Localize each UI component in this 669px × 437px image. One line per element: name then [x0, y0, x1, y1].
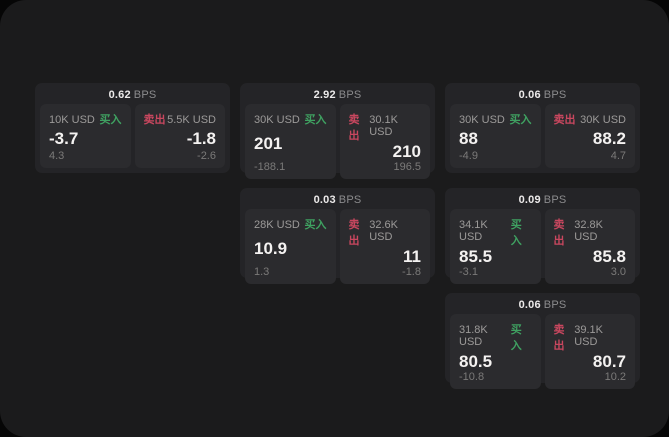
buy-amount: 31.8K USD: [459, 324, 488, 348]
sell-quote-tile[interactable]: 卖出 32.8K USD 85.8 3.0: [544, 209, 635, 284]
quote-card: 0.06 BPS 30K USD 买入 88 -4.9 卖出 30K USD: [445, 83, 640, 173]
bps-value: 0.09: [518, 194, 541, 206]
buy-change: -4.9: [459, 150, 478, 162]
bps-value: 0.06: [518, 299, 541, 311]
buy-label: 买入: [304, 219, 327, 231]
bps-header: 0.03 BPS: [245, 192, 430, 209]
sell-price: 11: [403, 247, 421, 266]
bps-unit-label: BPS: [543, 89, 567, 101]
buy-quote-tile[interactable]: 30K USD 买入 88 -4.9: [450, 104, 541, 168]
sell-amount: 39.1K USD: [574, 324, 603, 348]
buy-change: -10.8: [459, 371, 485, 383]
sell-label: 卖出: [553, 219, 565, 247]
buy-price: 85.5: [459, 247, 493, 266]
sell-change: 3.0: [610, 266, 626, 278]
buy-price: -3.7: [49, 128, 79, 148]
sell-label: 卖出: [348, 114, 360, 142]
sell-quote-tile[interactable]: 卖出 32.6K USD 11 -1.8: [339, 209, 430, 284]
sell-amount: 30K USD: [580, 114, 626, 126]
buy-change: 1.3: [254, 266, 270, 278]
sell-amount: 32.6K USD: [369, 219, 398, 243]
sell-quote-tile[interactable]: 卖出 30.1K USD 210 196.5: [339, 104, 430, 179]
buy-quote-tile[interactable]: 28K USD 买入 10.9 1.3: [245, 209, 336, 284]
sell-label: 卖出: [553, 324, 565, 352]
buy-price: 80.5: [459, 352, 493, 371]
buy-amount: 34.1K USD: [459, 219, 488, 243]
buy-amount: 28K USD: [254, 219, 300, 231]
buy-price: 88: [459, 128, 478, 148]
buy-label: 买入: [99, 114, 122, 126]
bps-header: 2.92 BPS: [245, 87, 430, 104]
bps-header: 0.62 BPS: [40, 87, 225, 104]
buy-quote-tile[interactable]: 34.1K USD 买入 85.5 -3.1: [450, 209, 541, 284]
sell-quote-tile[interactable]: 卖出 39.1K USD 80.7 10.2: [544, 314, 635, 389]
sell-change: 196.5: [393, 161, 421, 173]
bps-value: 2.92: [313, 89, 336, 101]
sell-label: 卖出: [143, 114, 166, 126]
sell-label: 卖出: [348, 219, 360, 247]
sell-quote-tile[interactable]: 卖出 5.5K USD -1.8 -2.6: [134, 104, 225, 168]
buy-quote-tile[interactable]: 31.8K USD 买入 80.5 -10.8: [450, 314, 541, 389]
buy-label: 买入: [510, 219, 522, 247]
buy-change: -3.1: [459, 266, 478, 278]
sell-price: 80.7: [592, 352, 626, 371]
bps-header: 0.06 BPS: [450, 297, 635, 314]
bps-header: 0.06 BPS: [450, 87, 635, 104]
sell-change: 10.2: [604, 371, 626, 383]
quote-cards-grid: 0.62 BPS 10K USD 买入 -3.7 4.3 卖出 5.5K USD: [35, 83, 640, 389]
bps-unit-label: BPS: [133, 89, 157, 101]
buy-amount: 10K USD: [49, 114, 95, 126]
bps-unit-label: BPS: [543, 194, 567, 206]
buy-label: 买入: [304, 114, 327, 126]
bps-unit-label: BPS: [543, 299, 567, 311]
bps-header: 0.09 BPS: [450, 192, 635, 209]
buy-label: 买入: [510, 324, 522, 352]
quote-card: 0.62 BPS 10K USD 买入 -3.7 4.3 卖出 5.5K USD: [35, 83, 230, 173]
buy-label: 买入: [509, 114, 532, 126]
bps-value: 0.06: [518, 89, 541, 101]
sell-label: 卖出: [553, 114, 576, 126]
sell-amount: 5.5K USD: [167, 114, 216, 126]
buy-amount: 30K USD: [254, 114, 300, 126]
bps-unit-label: BPS: [338, 89, 362, 101]
sell-price: 88.2: [592, 128, 626, 148]
sell-change: -2.6: [197, 150, 216, 162]
sell-quote-tile[interactable]: 卖出 30K USD 88.2 4.7: [544, 104, 635, 168]
quote-card: 0.03 BPS 28K USD 买入 10.9 1.3 卖出 32.6K USD: [240, 188, 435, 284]
sell-amount: 32.8K USD: [574, 219, 603, 243]
buy-price: 201: [254, 134, 283, 153]
sell-price: 85.8: [592, 247, 626, 266]
sell-amount: 30.1K USD: [369, 114, 398, 138]
buy-amount: 30K USD: [459, 114, 505, 126]
sell-change: 4.7: [610, 150, 626, 162]
bps-unit-label: BPS: [338, 194, 362, 206]
bps-value: 0.62: [108, 89, 131, 101]
sell-price: 210: [392, 142, 421, 161]
quote-card: 0.09 BPS 34.1K USD 买入 85.5 -3.1 卖出 32.8K …: [445, 188, 640, 284]
buy-quote-tile[interactable]: 10K USD 买入 -3.7 4.3: [40, 104, 131, 168]
sell-price: -1.8: [186, 128, 216, 148]
buy-quote-tile[interactable]: 30K USD 买入 201 -188.1: [245, 104, 336, 179]
quote-card: 2.92 BPS 30K USD 买入 201 -188.1 卖出 30.1K U…: [240, 83, 435, 179]
quote-card: 0.06 BPS 31.8K USD 买入 80.5 -10.8 卖出 39.1K…: [445, 293, 640, 389]
buy-change: -188.1: [254, 161, 286, 173]
sell-change: -1.8: [402, 266, 421, 278]
buy-price: 10.9: [254, 239, 288, 258]
buy-change: 4.3: [49, 150, 65, 162]
bps-value: 0.03: [313, 194, 336, 206]
